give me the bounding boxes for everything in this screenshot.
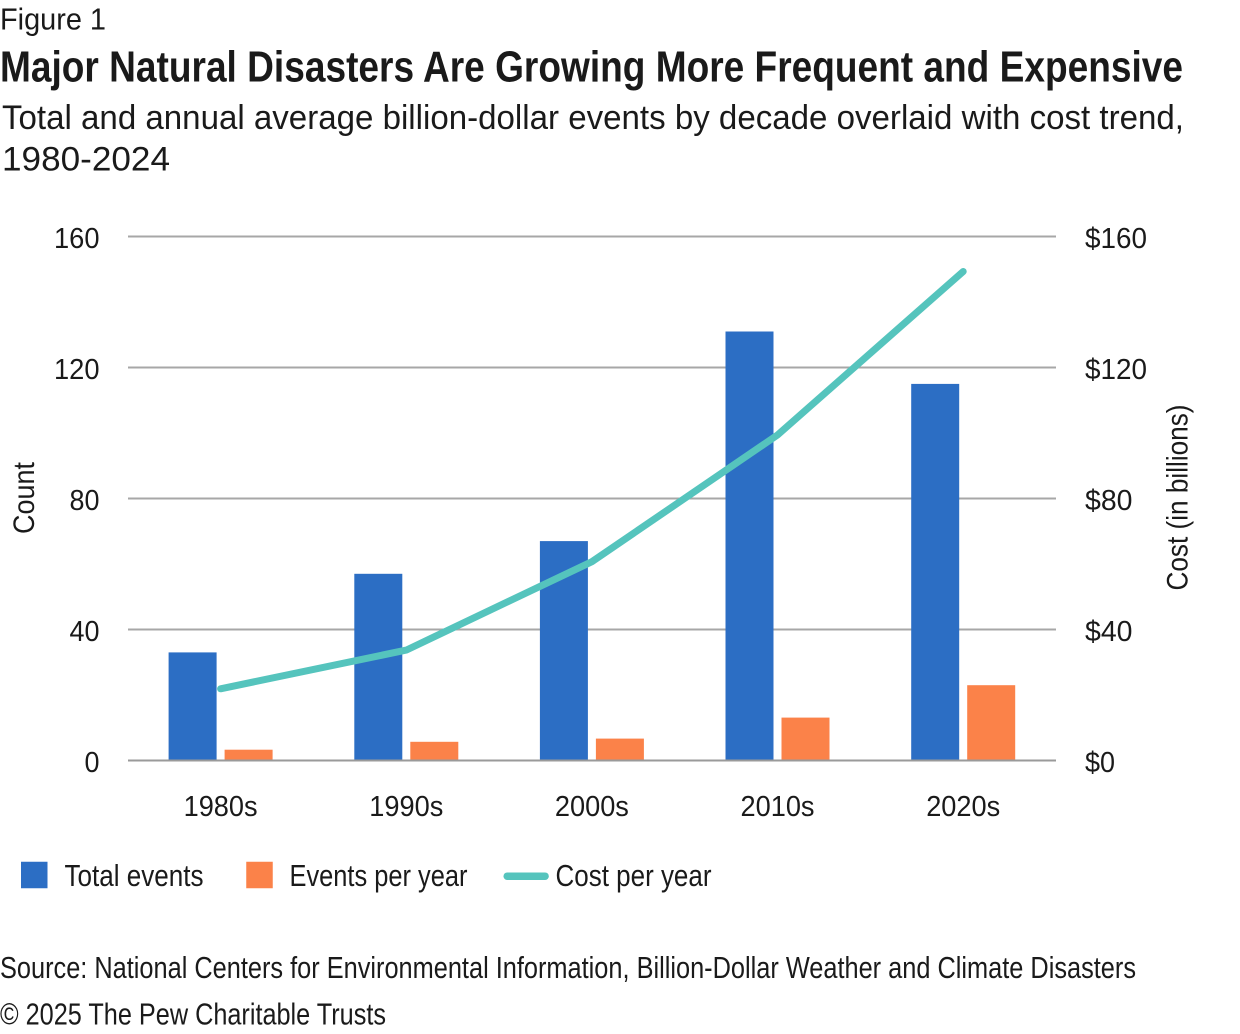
svg-text:$120: $120 — [1085, 354, 1147, 386]
svg-text:0: 0 — [85, 747, 100, 779]
svg-text:Count: Count — [8, 462, 41, 534]
svg-text:Cost (in billions): Cost (in billions) — [1162, 405, 1195, 591]
svg-text:120: 120 — [54, 354, 100, 386]
svg-text:$0: $0 — [1085, 747, 1115, 779]
svg-text:Total and annual average billi: Total and annual average billion-dollar … — [2, 99, 1184, 137]
svg-text:Total events: Total events — [65, 858, 204, 893]
svg-text:1990s: 1990s — [369, 791, 443, 823]
svg-text:$160: $160 — [1085, 223, 1147, 255]
svg-text:$40: $40 — [1085, 616, 1133, 648]
svg-text:2010s: 2010s — [741, 791, 815, 823]
svg-text:2000s: 2000s — [555, 791, 629, 823]
svg-text:1980-2024: 1980-2024 — [2, 141, 170, 179]
svg-text:Cost per year: Cost per year — [556, 858, 712, 893]
svg-text:Events per year: Events per year — [290, 858, 468, 893]
svg-text:2020s: 2020s — [926, 791, 1000, 823]
svg-text:Major Natural Disasters Are Gr: Major Natural Disasters Are Growing More… — [0, 43, 1183, 92]
svg-text:Figure 1: Figure 1 — [0, 3, 106, 37]
svg-text:80: 80 — [70, 485, 100, 517]
svg-text:Source: National Centers for E: Source: National Centers for Environment… — [0, 951, 1136, 985]
svg-text:160: 160 — [54, 223, 100, 255]
svg-text:1980s: 1980s — [184, 791, 258, 823]
svg-text:© 2025 The Pew Charitable Trus: © 2025 The Pew Charitable Trusts — [0, 998, 386, 1032]
svg-text:$80: $80 — [1085, 485, 1133, 517]
svg-text:40: 40 — [70, 616, 100, 648]
